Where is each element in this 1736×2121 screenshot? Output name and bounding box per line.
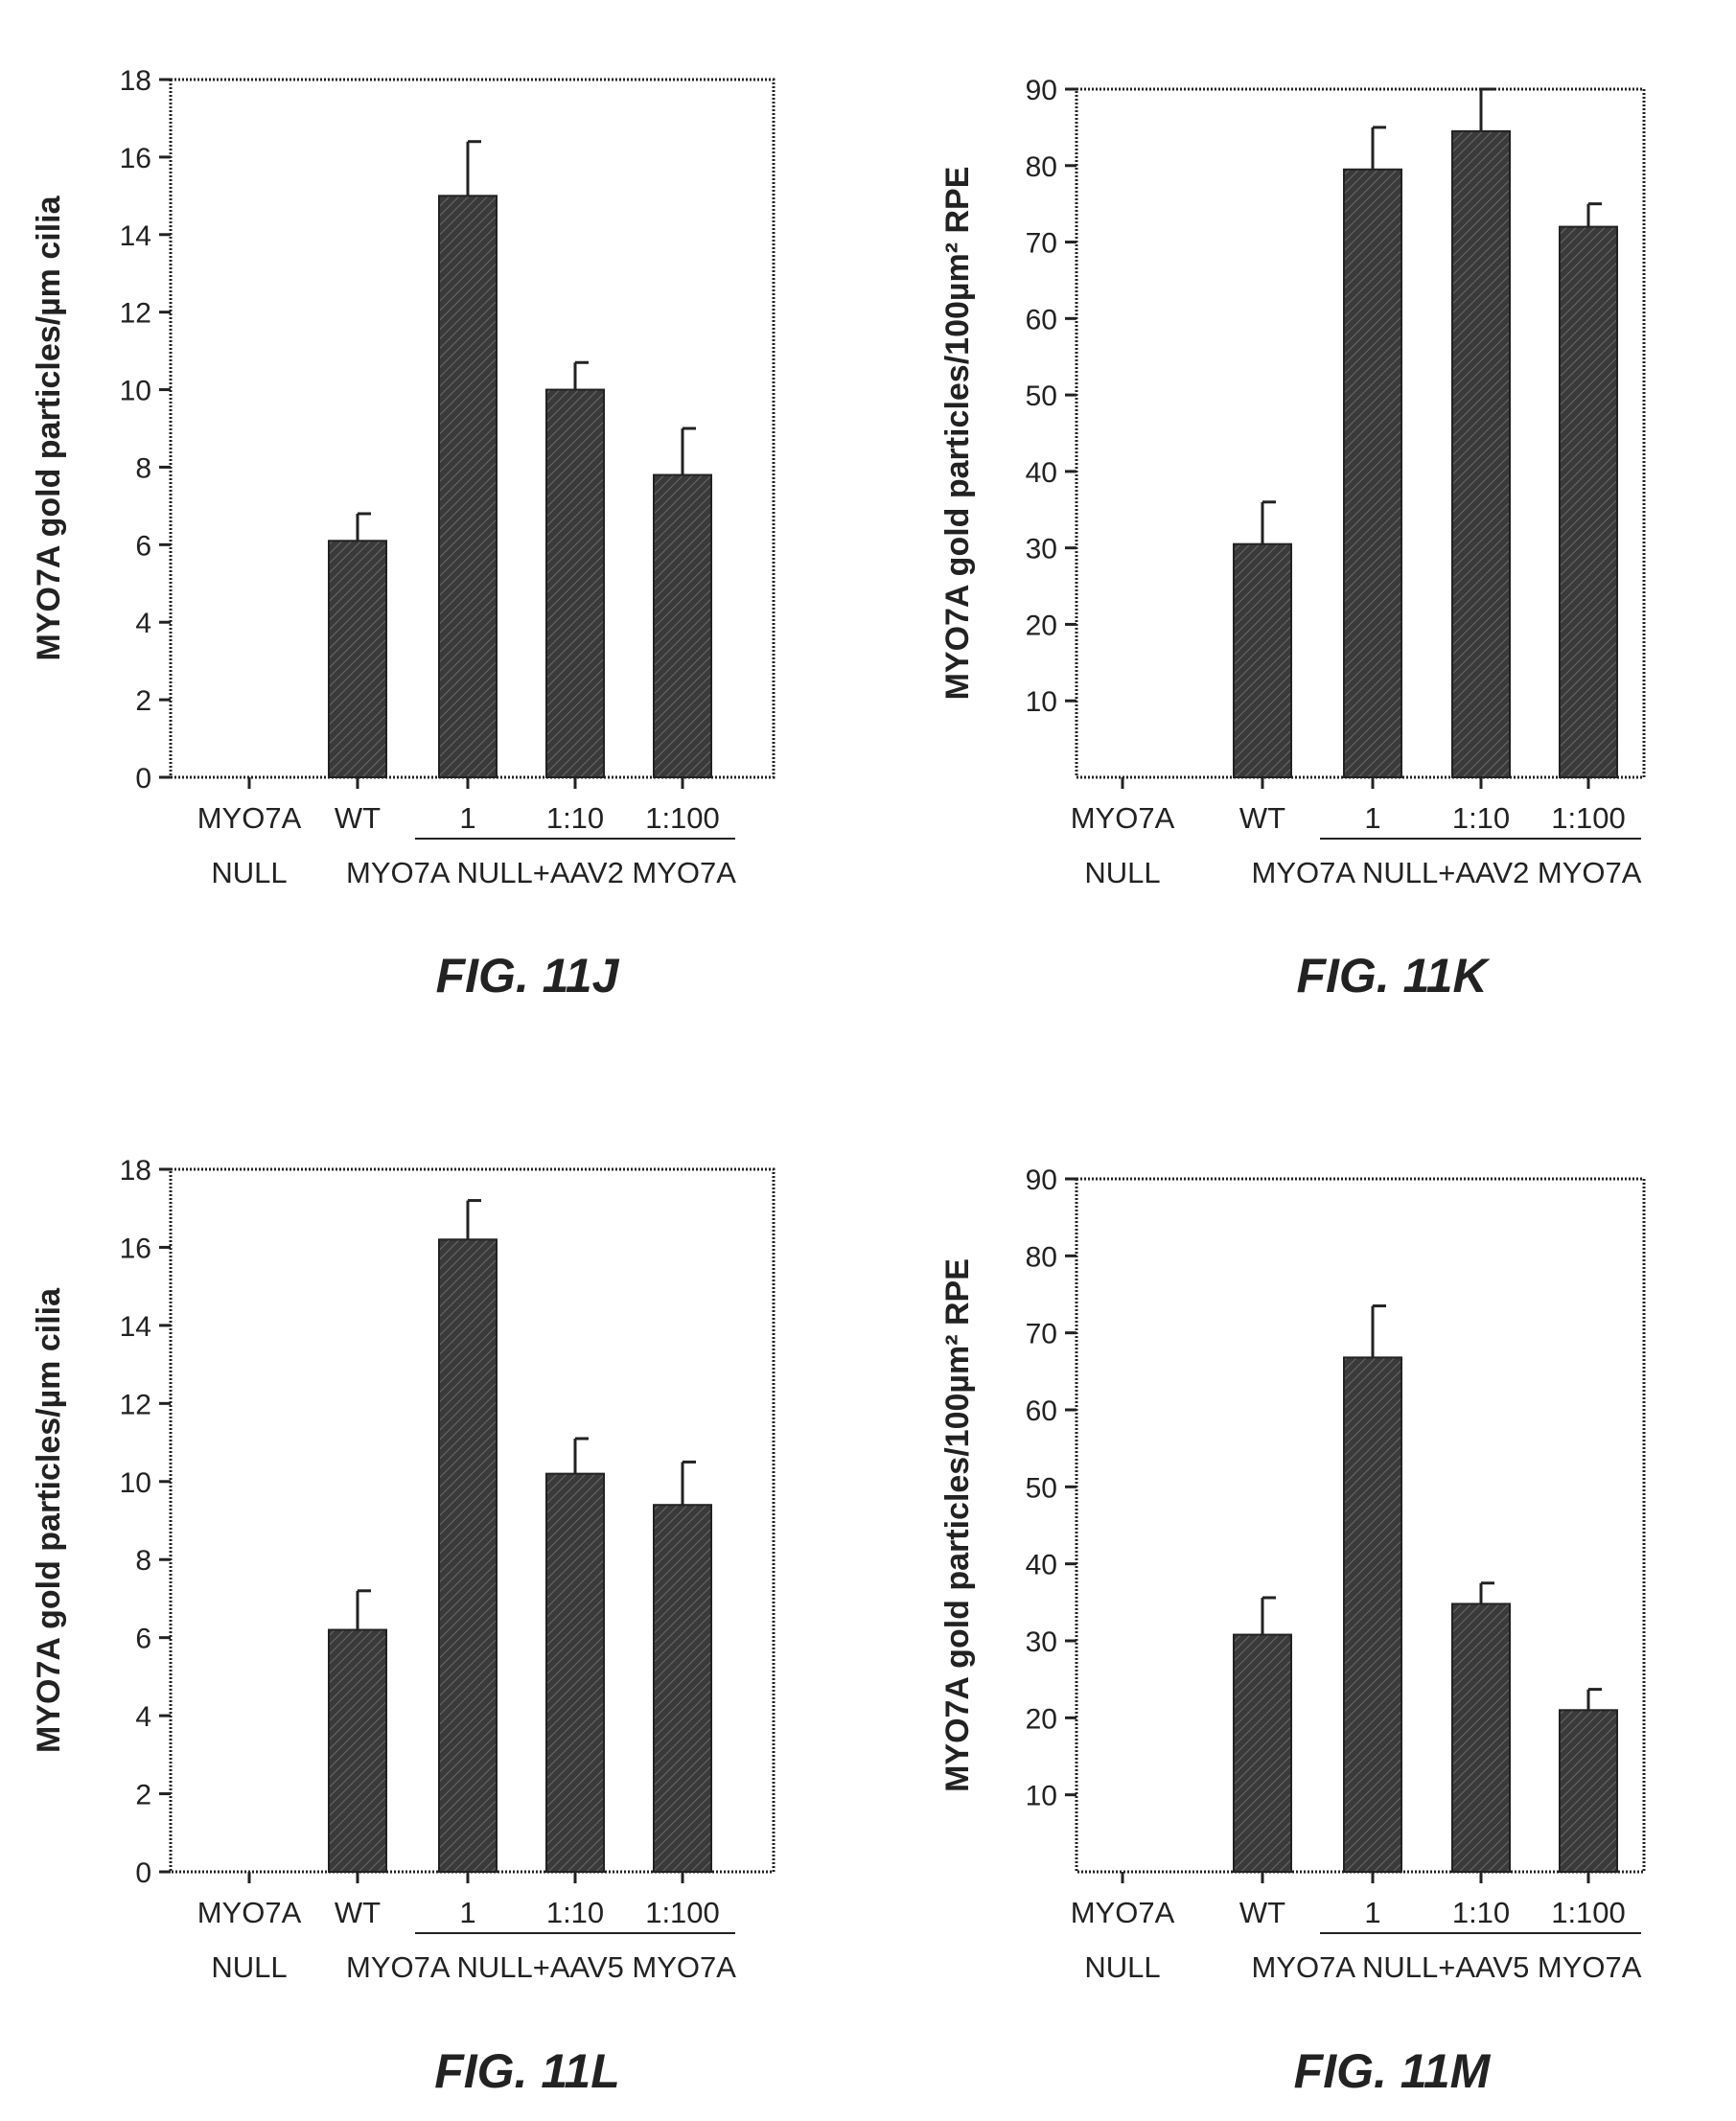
y-tick-label: 70 xyxy=(1026,1319,1057,1350)
y-tick-label: 12 xyxy=(120,1389,151,1420)
x-category-label: 1:100 xyxy=(645,801,720,835)
y-tick-label: 20 xyxy=(1026,1703,1057,1735)
y-tick-label: 2 xyxy=(135,685,151,717)
y-tick-label: 0 xyxy=(135,763,151,795)
x-category-label: 1:100 xyxy=(1551,801,1626,835)
x-category-label: 1:10 xyxy=(1452,1896,1510,1929)
y-tick-label: 14 xyxy=(120,1311,151,1343)
y-tick-label: 90 xyxy=(1026,75,1057,106)
y-axis-title: MYO7A gold particles/µm cilia xyxy=(31,1287,67,1753)
bar xyxy=(1233,1633,1292,1874)
y-tick-label: 0 xyxy=(135,1857,151,1889)
x-category-label: 1:10 xyxy=(1452,801,1510,835)
y-tick-label: 10 xyxy=(120,1467,151,1499)
y-axis-title: MYO7A gold particles/100µm² RPE xyxy=(939,167,976,701)
bar xyxy=(328,540,387,778)
y-tick-label: 40 xyxy=(1026,1550,1057,1581)
group-label: MYO7A NULL+AAV2 MYO7A xyxy=(1252,856,1642,889)
x-category-label: WT xyxy=(1239,801,1285,835)
x-category-label: 1 xyxy=(1364,1896,1380,1929)
y-tick-label: 80 xyxy=(1026,1241,1057,1273)
y-tick-label: 6 xyxy=(135,530,151,562)
x-category-label: 1 xyxy=(459,1896,475,1929)
bar xyxy=(1559,225,1618,779)
figure-caption: FIG. 11L xyxy=(434,2044,620,2098)
y-tick-label: 50 xyxy=(1026,1472,1057,1504)
y-tick-label: 2 xyxy=(135,1780,151,1811)
figure-caption: FIG. 11K xyxy=(1296,949,1491,1003)
group-label: MYO7A NULL+AAV2 MYO7A xyxy=(346,856,736,889)
x-category-label: MYO7A xyxy=(197,801,302,835)
y-axis-title: MYO7A gold particles/µm cilia xyxy=(31,195,67,660)
bar xyxy=(545,1472,605,1873)
bar xyxy=(1343,168,1402,778)
y-tick-label: 80 xyxy=(1026,151,1057,183)
plot-frame xyxy=(1075,1177,1646,1874)
y-tick-label: 8 xyxy=(135,1545,151,1577)
y-tick-label: 70 xyxy=(1026,228,1057,260)
x-category-label: 1 xyxy=(459,801,475,835)
y-tick-label: 40 xyxy=(1026,457,1057,489)
figure-caption: FIG. 11M xyxy=(1294,2044,1492,2098)
figure-caption: FIG. 11J xyxy=(436,949,620,1003)
x-category-label: 1:100 xyxy=(1551,1896,1626,1929)
y-tick-label: 30 xyxy=(1026,534,1057,565)
y-tick-label: 8 xyxy=(135,452,151,484)
y-tick-label: 10 xyxy=(120,376,151,407)
y-tick-label: 50 xyxy=(1026,380,1057,412)
plot-frame xyxy=(169,78,775,779)
y-tick-label: 20 xyxy=(1026,610,1057,641)
bar xyxy=(1343,1356,1402,1873)
x-category-label-null: NULL xyxy=(211,1950,287,1984)
x-category-label-null: NULL xyxy=(1084,1950,1160,1984)
y-tick-label: 10 xyxy=(1026,686,1057,718)
bar xyxy=(1233,542,1292,779)
y-tick-label: 4 xyxy=(135,1701,151,1733)
y-tick-label: 16 xyxy=(120,143,151,174)
x-category-label-null: NULL xyxy=(211,856,287,889)
bar xyxy=(1451,129,1511,778)
x-category-label: MYO7A xyxy=(1071,801,1175,835)
y-tick-label: 60 xyxy=(1026,1395,1057,1427)
bar xyxy=(653,473,712,778)
y-tick-label: 18 xyxy=(120,1155,151,1187)
x-category-label: MYO7A xyxy=(197,1896,302,1929)
group-label: MYO7A NULL+AAV5 MYO7A xyxy=(346,1950,736,1984)
y-tick-label: 10 xyxy=(1026,1781,1057,1812)
y-axis-title: MYO7A gold particles/100µm² RPE xyxy=(939,1258,976,1792)
group-label: MYO7A NULL+AAV5 MYO7A xyxy=(1252,1950,1642,1984)
bar xyxy=(653,1504,712,1873)
y-tick-label: 30 xyxy=(1026,1626,1057,1658)
y-tick-label: 14 xyxy=(120,220,151,252)
bar xyxy=(438,195,498,779)
x-category-label: 1:10 xyxy=(546,1896,604,1929)
x-category-label: WT xyxy=(335,801,381,835)
x-category-label-null: NULL xyxy=(1084,856,1160,889)
x-category-label: 1 xyxy=(1364,801,1380,835)
x-category-label: 1:10 xyxy=(546,801,604,835)
y-tick-label: 90 xyxy=(1026,1164,1057,1196)
x-category-label: WT xyxy=(1239,1896,1285,1929)
bar xyxy=(438,1238,498,1874)
y-tick-label: 6 xyxy=(135,1624,151,1655)
y-tick-label: 12 xyxy=(120,298,151,330)
y-tick-label: 16 xyxy=(120,1233,151,1264)
bar xyxy=(545,388,605,778)
y-tick-label: 60 xyxy=(1026,304,1057,335)
x-category-label: MYO7A xyxy=(1071,1896,1175,1929)
y-tick-label: 4 xyxy=(135,608,151,639)
bar xyxy=(1559,1709,1618,1874)
x-category-label: WT xyxy=(335,1896,381,1929)
y-tick-label: 18 xyxy=(120,65,151,97)
bar xyxy=(328,1628,387,1873)
x-category-label: 1:100 xyxy=(645,1896,720,1929)
bar xyxy=(1451,1602,1511,1873)
